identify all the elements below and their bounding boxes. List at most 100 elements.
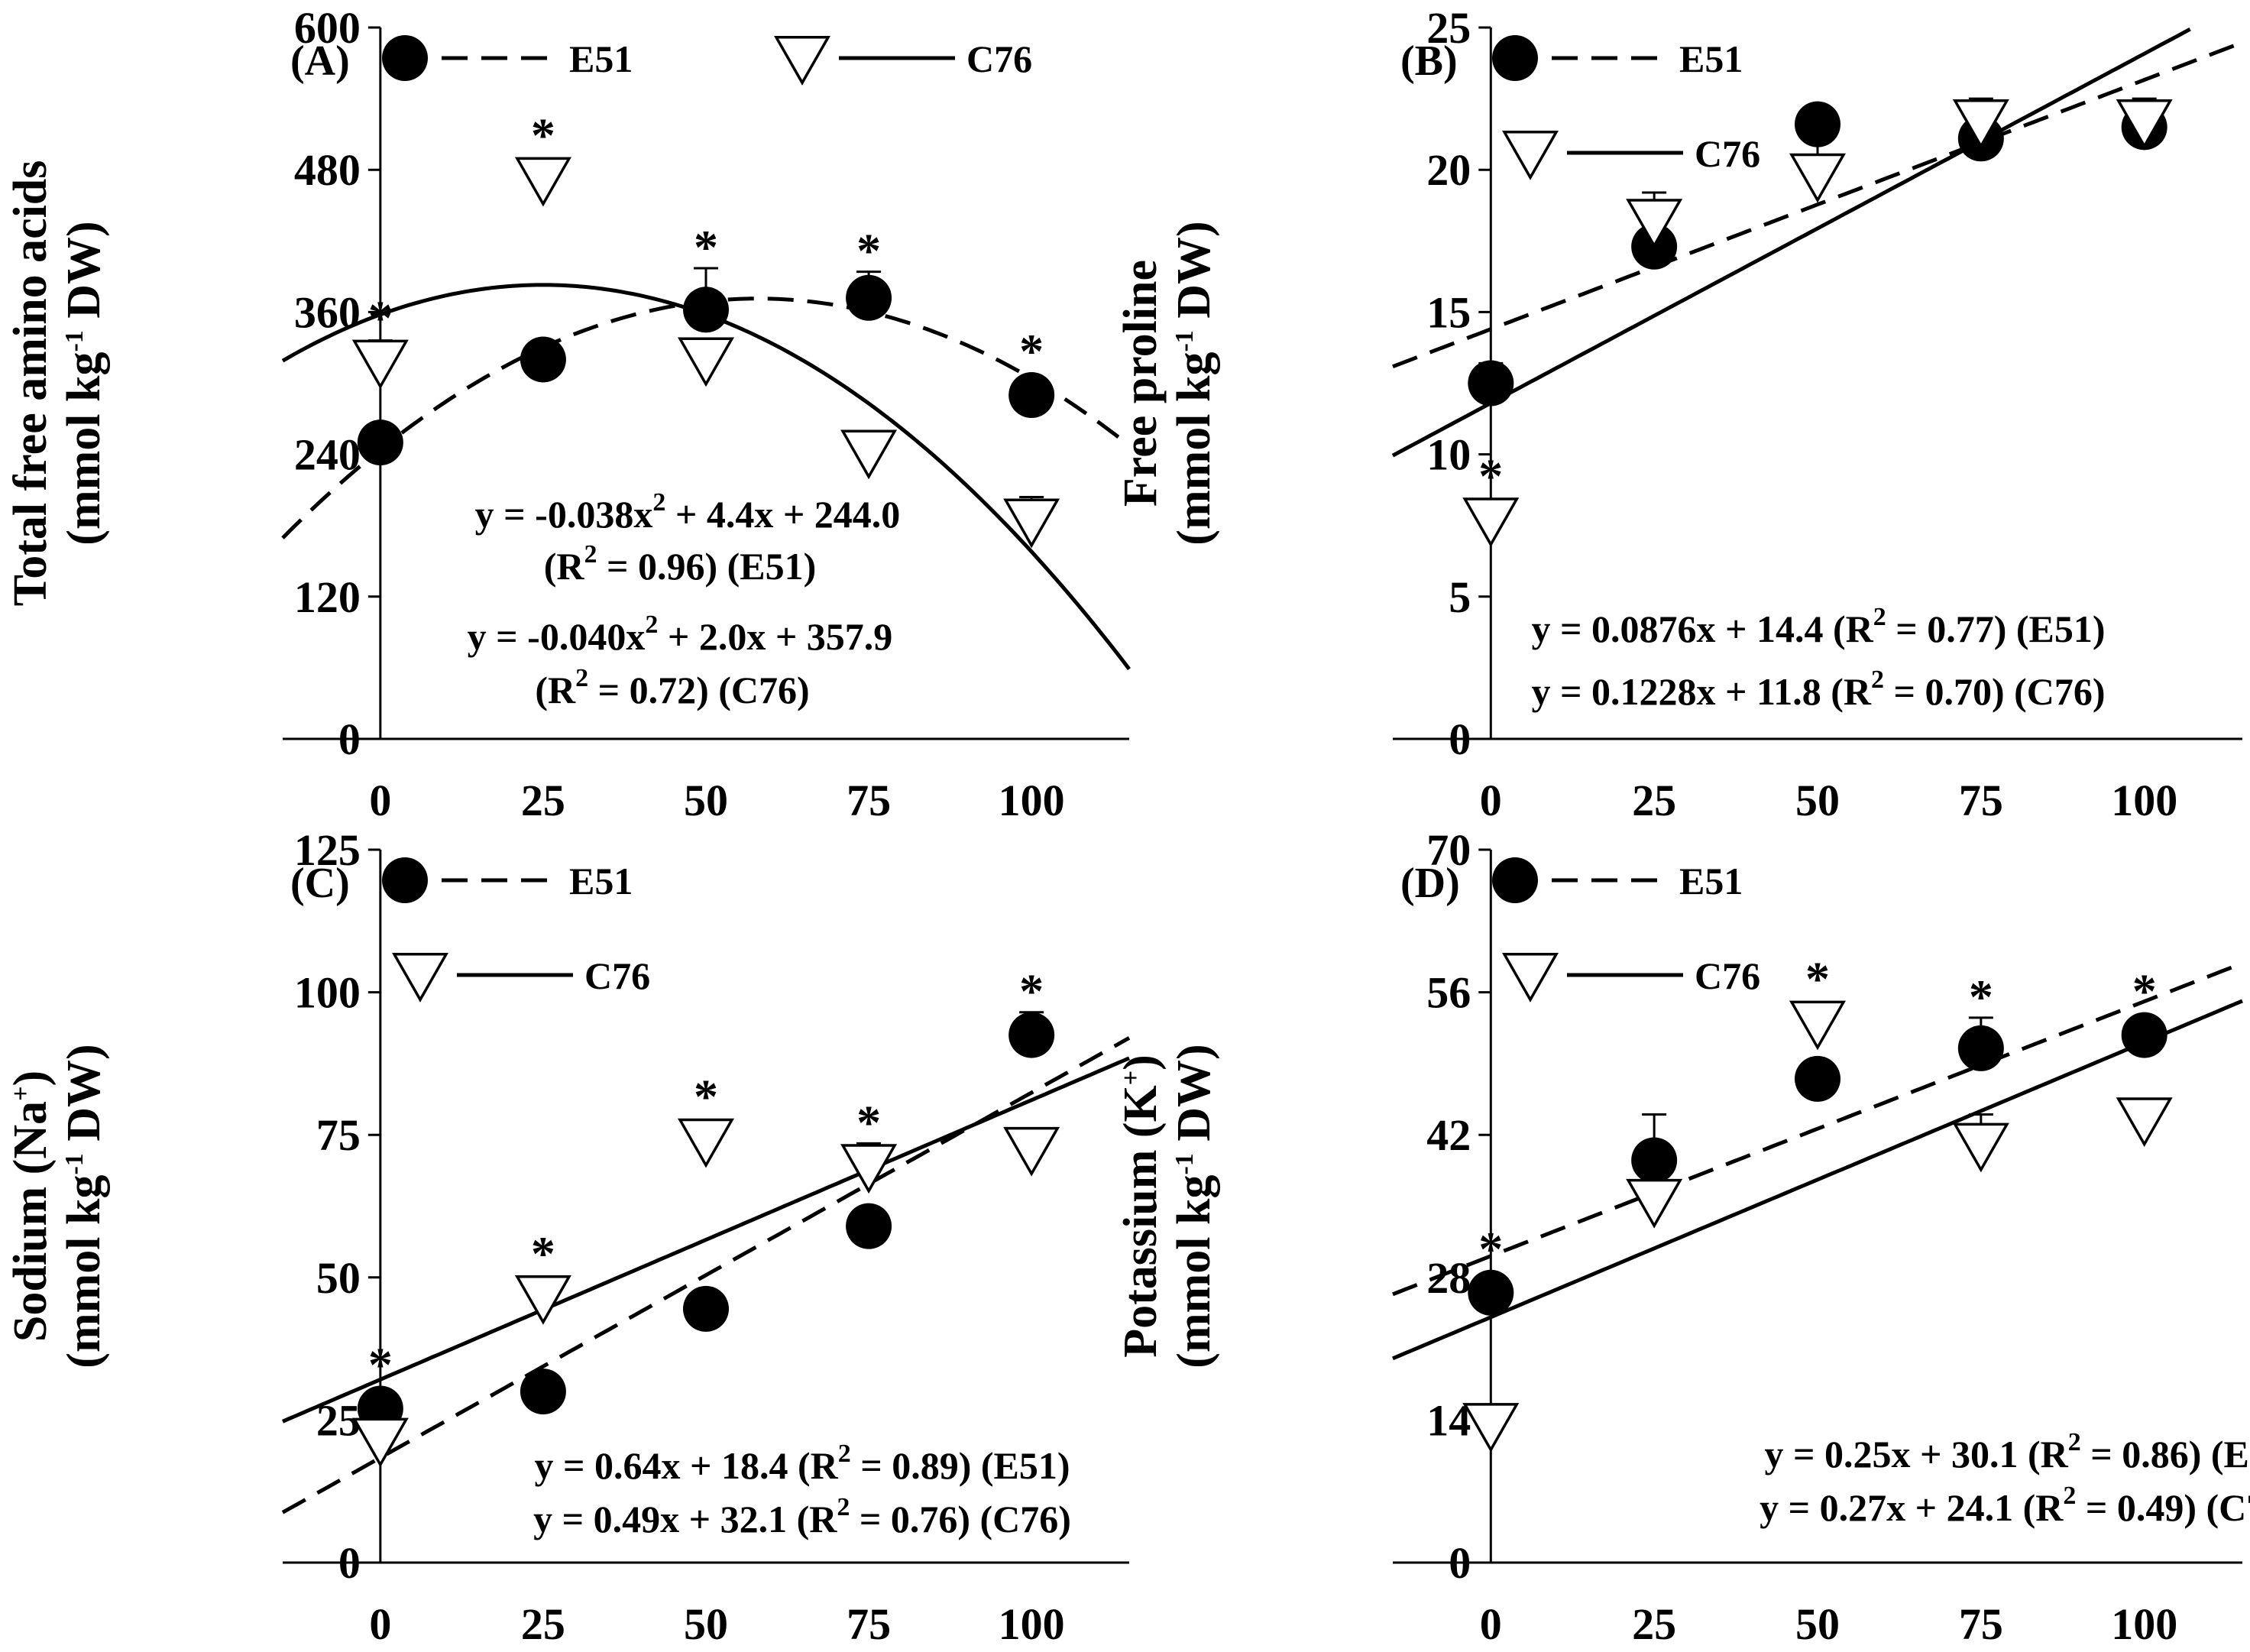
y-axis-title: Total free amino acids [5, 160, 57, 607]
text-span: Total free amino acids [5, 160, 57, 607]
fit-line-c76 [282, 1056, 1130, 1424]
text-span: Free proline [1115, 260, 1167, 507]
y-tick-label: 28 [1426, 1253, 1471, 1303]
data-point-c76 [1003, 498, 1060, 549]
data-point-e51 [683, 287, 729, 333]
data-point-e51 [683, 1285, 729, 1332]
data-point-e51 [382, 35, 428, 81]
regression-equation: y = 0.0876x + 14.4 (R2 = 0.77) (E51) [1531, 603, 2105, 650]
data-point-e51 [1008, 1012, 1055, 1058]
legend-label: C76 [966, 37, 1032, 80]
significance-star: * [1478, 449, 1503, 503]
data-point-c76 [1003, 1126, 1060, 1177]
data-point-e51 [382, 857, 428, 903]
significance-star: * [856, 224, 881, 278]
data-point-e51 [1795, 101, 1840, 147]
data-point-e51 [2121, 1012, 2167, 1058]
significance-star: * [694, 1070, 718, 1124]
data-point-e51 [1492, 857, 1538, 903]
fit-line-c76 [1392, 999, 2243, 1361]
data-point-e51 [1957, 1025, 2004, 1071]
data-point-c76 [351, 1417, 409, 1468]
text-span: y = -0.040x [468, 615, 646, 658]
text-span: y = -0.038x [475, 493, 653, 536]
panel-A: 0 120 240 360 480 600 0 25 50 75 100 Total free ami… [5, 3, 1131, 825]
text-span: DW) [58, 221, 110, 330]
data-point-e51 [1008, 372, 1055, 419]
data-point-c76 [677, 1118, 735, 1168]
y-axis-unit: (mmol kg-1 DW) [58, 221, 110, 545]
data-point-c76 [1952, 99, 2009, 149]
x-tick-label: 25 [1632, 1599, 1676, 1649]
superscript: -1 [60, 330, 89, 351]
significance-star: * [1019, 964, 1044, 1019]
significance-star: * [694, 220, 718, 274]
superscript: -1 [1170, 330, 1199, 351]
x-tick-label: 25 [521, 776, 565, 825]
text-span: = 0.70) (C76) [1884, 670, 2106, 713]
y-axis-unit: (mmol kg-1 DW) [1168, 221, 1220, 545]
data-point-e51 [846, 1203, 892, 1249]
fit-line-e51 [1392, 961, 2243, 1297]
text-span: = 0.72) (C76) [588, 669, 810, 711]
significance-star: * [531, 109, 555, 163]
text-span: DW) [1168, 221, 1220, 330]
significance-star: * [1478, 1222, 1503, 1276]
data-point-e51 [1468, 1269, 1514, 1316]
data-point-c76 [514, 157, 571, 207]
legend-label: E51 [1679, 37, 1743, 80]
regression-equation: y = 0.49x + 32.1 (R2 = 0.76) (C76) [533, 1493, 1071, 1540]
legend-label: E51 [1679, 860, 1743, 902]
superscript: 2 [652, 488, 665, 517]
panel-label: (A) [290, 37, 350, 85]
x-tick-label: 0 [369, 776, 391, 825]
legend-label: C76 [584, 954, 650, 997]
superscript: 2 [838, 1440, 851, 1468]
data-point-c76 [391, 953, 449, 1003]
data-point-c76 [1789, 1000, 1847, 1051]
data-point-c76 [1626, 1178, 1683, 1229]
data-point-c76 [1626, 199, 1683, 249]
y-tick-label: 0 [338, 714, 361, 764]
legend-label: C76 [1695, 132, 1760, 175]
y-tick-label: 125 [294, 825, 361, 875]
data-point-e51 [357, 419, 403, 466]
panel-label: (C) [290, 860, 350, 907]
data-point-c76 [677, 337, 735, 387]
legend: E51 C76 [382, 35, 1032, 86]
text-span: DW) [1168, 1044, 1220, 1153]
data-point-e51 [520, 1369, 566, 1415]
text-span: (R [544, 545, 585, 588]
data-point-c76 [1501, 131, 1559, 180]
y-axis-unit: (mmol kg-1 DW) [58, 1044, 110, 1368]
fit-line-e51 [1392, 40, 2243, 369]
regression-equation: (R2 = 0.72) (C76) [535, 664, 809, 711]
x-tick-label: 50 [1795, 1599, 1840, 1649]
y-tick-label: 120 [294, 572, 361, 622]
x-tick-label: 100 [999, 1599, 1065, 1649]
y-tick-label: 75 [316, 1110, 361, 1160]
x-tick-label: 75 [1959, 776, 2003, 825]
text-span: (mmol kg [58, 352, 110, 546]
text-span: = 0.96) (E51) [597, 545, 816, 588]
y-tick-label: 20 [1426, 145, 1471, 195]
y-tick-label: 10 [1426, 430, 1471, 480]
x-tick-label: 100 [2111, 1599, 2177, 1649]
y-tick-label: 50 [316, 1253, 361, 1303]
x-tick-label: 0 [1480, 776, 1502, 825]
text-span: + 2.0x + 357.9 [658, 615, 892, 658]
y-tick-label: 42 [1426, 1110, 1471, 1160]
y-tick-label: 25 [1426, 3, 1471, 53]
text-span: = 0.86) (E51) [2081, 1433, 2250, 1475]
y-tick-label: 70 [1426, 825, 1471, 875]
text-span: DW) [58, 1044, 110, 1153]
regression-equation: y = 0.25x + 30.1 (R2 = 0.86) (E51) [1764, 1428, 2250, 1475]
text-span: (mmol kg [58, 1175, 110, 1369]
text-span: y = 0.49x + 32.1 (R [533, 1498, 837, 1540]
y-axis-title: Potassium (K+) [1115, 1054, 1167, 1358]
regression-equation: y = 0.1228x + 11.8 (R2 = 0.70) (C76) [1531, 666, 2105, 713]
superscript: + [1117, 1071, 1145, 1085]
y-tick-label: 0 [1449, 714, 1471, 764]
